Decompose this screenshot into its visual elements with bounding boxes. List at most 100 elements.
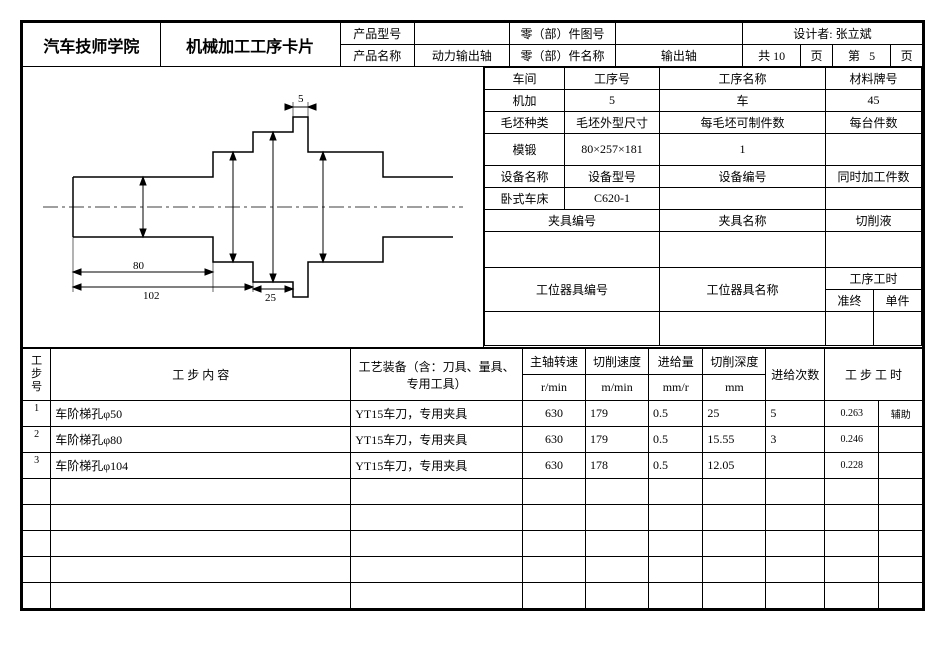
doc-title: 机械加工工序卡片 [160, 23, 340, 67]
step-no: 1 [23, 401, 51, 427]
step-t2 [879, 505, 923, 531]
step-content [51, 531, 351, 557]
table-row: 2车阶梯孔φ80YT15车刀，专用夹具6301790.515.5530.246 [23, 427, 923, 453]
step-no [23, 557, 51, 583]
technical-drawing: 80 102 25 5 [33, 77, 473, 337]
step-equip [351, 505, 523, 531]
coolant-label: 切削液 [826, 210, 922, 232]
prep-value [826, 312, 874, 346]
fixture-name-value [660, 232, 826, 268]
table-row [23, 531, 923, 557]
step-spindle: 630 [522, 401, 585, 427]
step-passes [766, 453, 825, 479]
step-depth [703, 583, 766, 609]
fixture-name-label: 夹具名称 [660, 210, 826, 232]
workshop-value: 机加 [485, 90, 565, 112]
per-blank-parts-value: 1 [660, 134, 826, 166]
step-spindle [522, 531, 585, 557]
blank-type-label: 毛坯种类 [485, 112, 565, 134]
step-content [51, 479, 351, 505]
step-passes [766, 479, 825, 505]
step-speed: 178 [586, 453, 649, 479]
step-t1: 0.246 [825, 427, 879, 453]
step-t2: 辅助 [879, 401, 923, 427]
step-t1: 0.228 [825, 453, 879, 479]
product-name-value: 动力输出轴 [414, 45, 509, 67]
header-table: 汽车技师学院 机械加工工序卡片 产品型号 零（部）件图号 设计者: 张立斌 产品… [22, 22, 923, 67]
product-model-value [414, 23, 509, 45]
table-row [23, 479, 923, 505]
step-speed [586, 557, 649, 583]
total-pages: 10 [773, 49, 785, 63]
step-content [51, 505, 351, 531]
step-passes [766, 557, 825, 583]
simul-parts-label: 同时加工件数 [826, 166, 922, 188]
step-feed: 0.5 [649, 401, 703, 427]
step-depth [703, 531, 766, 557]
step-no-header: 工步号 [23, 349, 51, 401]
blank-type-value: 模锻 [485, 134, 565, 166]
step-passes [766, 505, 825, 531]
per-blank-parts-label: 每毛坯可制件数 [660, 112, 826, 134]
steps-table: 工步号 工 步 内 容 工艺装备（含：刀具、量具、专用工具） 主轴转速 切削速度… [22, 348, 923, 609]
step-t1 [825, 557, 879, 583]
page-no-cell: 第 5 [832, 45, 890, 67]
part-name-label: 零（部）件名称 [510, 45, 616, 67]
step-equip: YT15车刀，专用夹具 [351, 427, 523, 453]
dim-102: 102 [143, 290, 160, 302]
step-depth [703, 505, 766, 531]
step-t2 [879, 427, 923, 453]
step-passes: 5 [766, 401, 825, 427]
total-pages-cell: 共 10 [742, 45, 800, 67]
fixture-no-label: 夹具编号 [485, 210, 660, 232]
step-spindle: 630 [522, 427, 585, 453]
step-speed [586, 531, 649, 557]
step-depth [703, 479, 766, 505]
info-panel: 车间 工序号 工序名称 材料牌号 机加 5 车 45 毛坯种类 毛坯外型尺寸 [484, 67, 923, 348]
step-no [23, 531, 51, 557]
step-content: 车阶梯孔φ80 [51, 427, 351, 453]
step-depth: 15.55 [703, 427, 766, 453]
simul-parts-value [826, 188, 922, 210]
table-row: 1车阶梯孔φ50YT15车刀，专用夹具6301790.52550.263辅助 [23, 401, 923, 427]
main-area: 80 102 25 5 车间 工序号 工序名称 材料牌号 [22, 67, 923, 348]
step-no [23, 505, 51, 531]
part-drawing-value [615, 23, 742, 45]
dim-25: 25 [265, 292, 277, 304]
process-card: 汽车技师学院 机械加工工序卡片 产品型号 零（部）件图号 设计者: 张立斌 产品… [20, 20, 925, 611]
equip-no-value [660, 188, 826, 210]
depth-unit: mm [703, 375, 766, 401]
process-name-value: 车 [660, 90, 826, 112]
step-no: 3 [23, 453, 51, 479]
step-equip-header: 工艺装备（含：刀具、量具、专用工具） [351, 349, 523, 401]
speed-unit: m/min [586, 375, 649, 401]
step-no [23, 479, 51, 505]
table-row [23, 557, 923, 583]
step-t1 [825, 479, 879, 505]
step-spindle: 630 [522, 453, 585, 479]
product-name-label: 产品名称 [340, 45, 414, 67]
step-speed [586, 479, 649, 505]
dim-5: 5 [298, 93, 304, 105]
unit-label: 单件 [874, 290, 922, 312]
step-depth [703, 557, 766, 583]
page-no: 5 [869, 49, 875, 63]
step-speed [586, 505, 649, 531]
table-row [23, 505, 923, 531]
step-feed: 0.5 [649, 453, 703, 479]
step-passes: 3 [766, 427, 825, 453]
step-t2 [879, 479, 923, 505]
equip-name-value: 卧式车床 [485, 188, 565, 210]
feed-unit: mm/r [649, 375, 703, 401]
step-no: 2 [23, 427, 51, 453]
step-spindle [522, 583, 585, 609]
total-pages-prefix: 共 [758, 49, 770, 63]
passes-header: 进给次数 [766, 349, 825, 401]
step-content-header: 工 步 内 容 [51, 349, 351, 401]
step-content [51, 583, 351, 609]
per-unit-parts-value [826, 134, 922, 166]
step-t1 [825, 505, 879, 531]
feed-header: 进给量 [649, 349, 703, 375]
part-name-value: 输出轴 [615, 45, 742, 67]
step-speed [586, 583, 649, 609]
